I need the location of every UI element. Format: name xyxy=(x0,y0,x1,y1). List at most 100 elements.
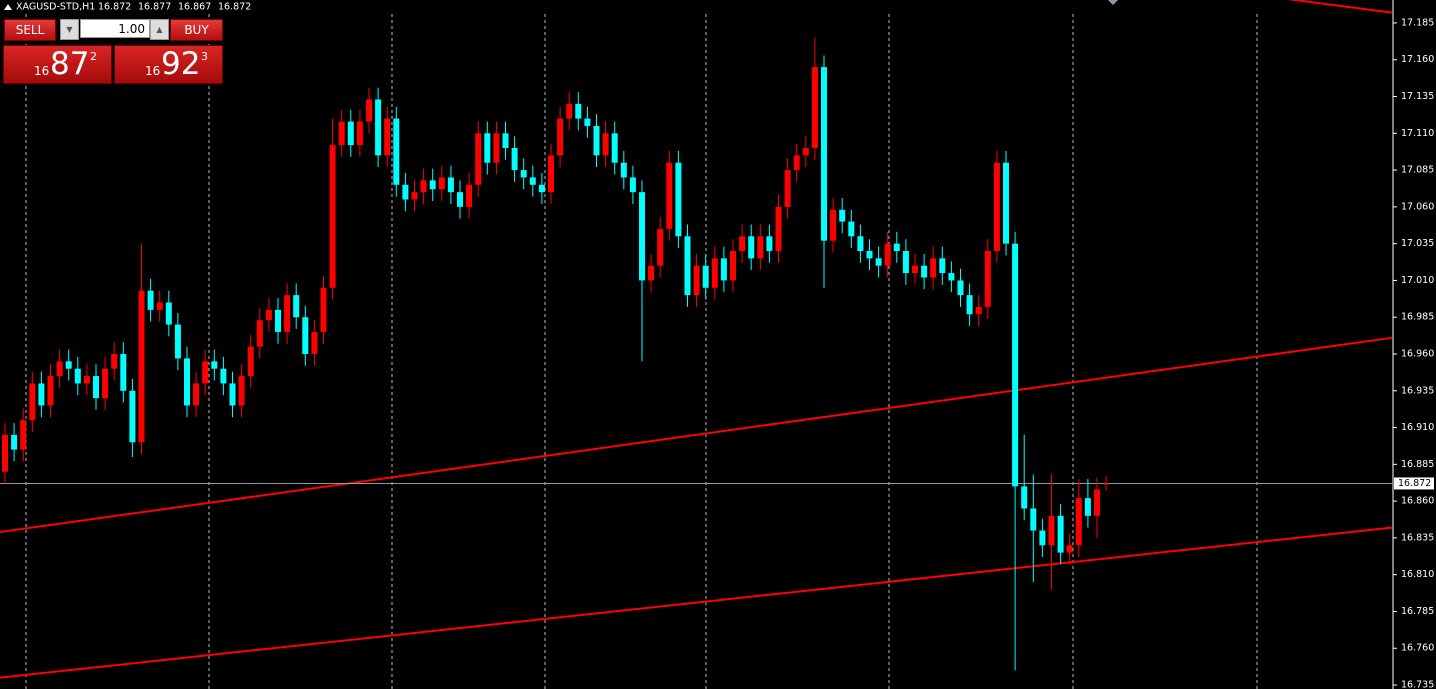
candle-body xyxy=(493,133,500,163)
y-tick-label: 16.910 xyxy=(1401,422,1434,433)
candle-body xyxy=(1021,486,1028,509)
candle-body xyxy=(402,184,409,200)
y-tick-label: 16.760 xyxy=(1401,643,1434,654)
candle-body xyxy=(902,251,909,274)
price-big: 87 xyxy=(50,46,90,82)
candle-body xyxy=(65,361,72,369)
buy-price[interactable]: 16 92 3 xyxy=(114,45,223,84)
volume-down[interactable]: ▼ xyxy=(60,19,79,40)
candle-body xyxy=(775,206,782,252)
candle-body xyxy=(784,170,791,207)
price-point: 3 xyxy=(201,50,208,63)
candle-body xyxy=(848,221,855,237)
candle-body xyxy=(29,383,36,421)
candle-body xyxy=(329,145,336,288)
candle-body xyxy=(193,383,200,406)
price-label: 16.872 xyxy=(1398,478,1431,489)
candle-body xyxy=(939,258,946,274)
candle-body xyxy=(174,324,181,359)
candle-body xyxy=(557,118,564,156)
candle-body xyxy=(802,148,809,156)
candle-body xyxy=(648,265,655,281)
candle-body xyxy=(839,209,846,222)
y-tick-label: 16.860 xyxy=(1401,496,1434,507)
candle-body xyxy=(129,390,136,443)
candle-body xyxy=(866,251,873,259)
candle-body xyxy=(338,121,345,146)
candle-body xyxy=(875,258,882,266)
volume-input[interactable]: 1.00 xyxy=(80,19,150,38)
candle-body xyxy=(466,184,473,207)
candle-body xyxy=(1094,489,1100,516)
candle-body xyxy=(138,290,145,443)
candle-body xyxy=(320,287,327,332)
candle-body xyxy=(265,309,272,321)
candle-body xyxy=(74,368,81,384)
header-close: 16.872 xyxy=(218,2,251,13)
candle-body xyxy=(502,133,509,149)
candle-body xyxy=(1066,545,1073,553)
candle-body xyxy=(821,67,827,241)
candle-body xyxy=(393,118,400,185)
y-tick-label: 16.835 xyxy=(1401,532,1434,543)
candle-body xyxy=(766,236,773,252)
candle-body xyxy=(893,243,900,252)
candle-body xyxy=(675,162,682,237)
candle-body xyxy=(147,290,154,310)
y-tick-label: 16.885 xyxy=(1401,459,1434,470)
candle-body xyxy=(702,265,709,288)
candle-body xyxy=(475,133,482,185)
candle-body xyxy=(566,103,573,119)
candle-body xyxy=(739,236,746,252)
candle-body xyxy=(56,361,63,377)
trendline xyxy=(1289,0,1392,14)
chart-title: XAGUSD-STD,H1 xyxy=(16,2,95,13)
candle-body xyxy=(921,265,928,278)
y-tick-label: 17.135 xyxy=(1401,91,1434,102)
volume-up[interactable]: ▲ xyxy=(150,19,169,40)
price-label-bg xyxy=(1394,477,1434,490)
header-low: 16.867 xyxy=(178,2,211,13)
candle-body xyxy=(884,243,891,266)
buy-button[interactable]: BUY xyxy=(170,19,223,41)
candle-body xyxy=(966,295,973,315)
candle-body xyxy=(102,368,109,399)
candle-body xyxy=(693,265,700,296)
candle-body xyxy=(457,192,463,207)
candle-body xyxy=(711,258,718,288)
candle-body xyxy=(1075,498,1082,546)
candle-body xyxy=(757,236,764,259)
y-tick-label: 16.935 xyxy=(1401,385,1434,396)
candle-body xyxy=(420,180,427,193)
trendline xyxy=(0,336,1392,534)
y-tick-label: 17.160 xyxy=(1401,54,1434,65)
candle-body xyxy=(957,280,964,296)
y-tick-label: 17.010 xyxy=(1401,275,1434,286)
candle-body xyxy=(284,295,291,332)
collapse-icon[interactable] xyxy=(4,4,12,10)
header-open: 16.872 xyxy=(98,2,131,13)
candle-body xyxy=(1039,530,1046,546)
candle-body xyxy=(538,184,545,193)
candle-body xyxy=(302,317,309,354)
candle-body xyxy=(47,376,54,406)
candle-body xyxy=(120,353,127,391)
candle-body xyxy=(202,361,209,384)
candle-body xyxy=(1084,498,1091,516)
price-prefix: 16 xyxy=(34,64,50,78)
candle-body xyxy=(38,383,45,406)
candle-body xyxy=(730,251,736,281)
candle-body xyxy=(111,353,118,369)
candle-body xyxy=(529,177,536,185)
candle-body xyxy=(293,295,300,318)
sell-button[interactable]: SELL xyxy=(4,19,56,41)
candle-body xyxy=(83,376,90,384)
candle-body xyxy=(1003,162,1009,244)
candle-body xyxy=(857,236,864,252)
trade-panel: SELL ▼ 1.00 ▲ BUY 16 87 2 16 92 3 xyxy=(3,18,223,84)
sell-price[interactable]: 16 87 2 xyxy=(3,45,112,84)
y-tick-label: 17.035 xyxy=(1401,238,1434,249)
y-tick-label: 16.810 xyxy=(1401,569,1434,580)
candle-body xyxy=(657,228,664,266)
candle-body xyxy=(666,162,673,229)
